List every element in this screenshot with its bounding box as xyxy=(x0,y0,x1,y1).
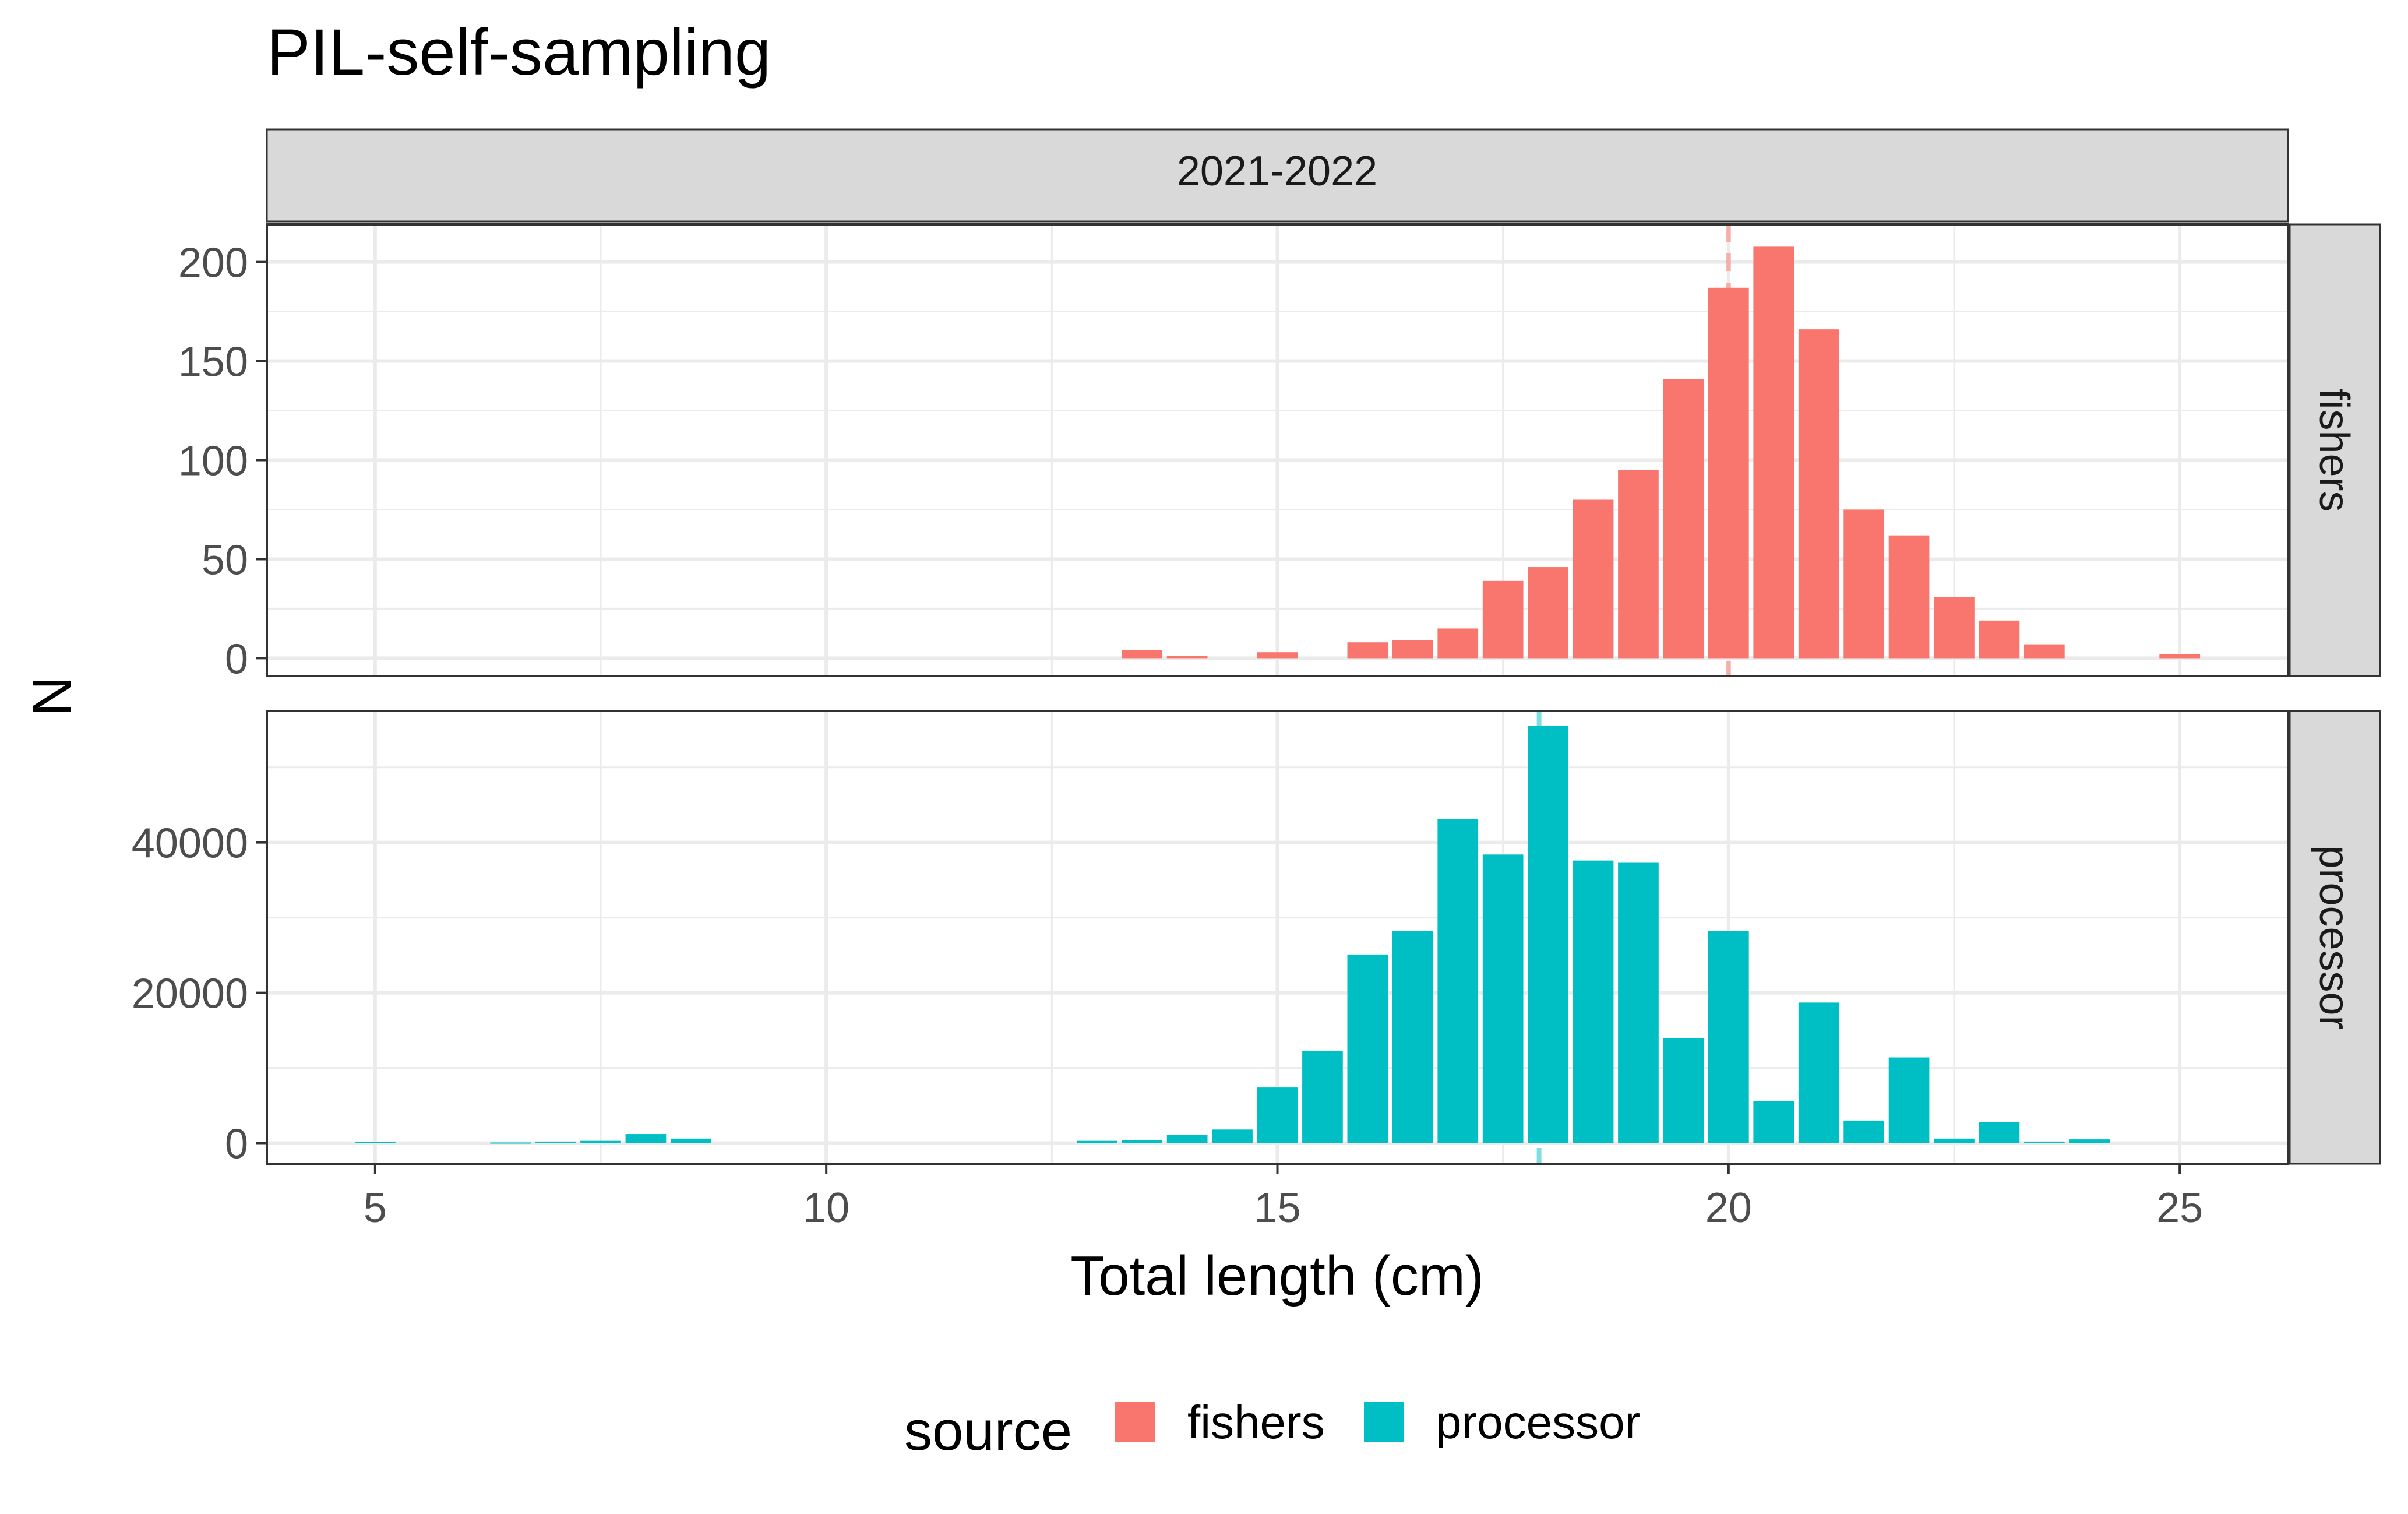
bar-processor xyxy=(1392,931,1433,1143)
legend-label-processor: processor xyxy=(1436,1396,1640,1448)
bar-fishers xyxy=(1122,650,1163,659)
bar-processor xyxy=(2024,1141,2065,1143)
bar-processor xyxy=(1843,1120,1884,1143)
bar-processor xyxy=(1076,1140,1117,1143)
x-tick-label: 15 xyxy=(1254,1185,1300,1231)
x-tick-label: 25 xyxy=(2156,1185,2203,1231)
facet-strip-row-label: fishers xyxy=(2311,388,2357,512)
bar-fishers xyxy=(1979,620,2020,659)
legend-key-fishers xyxy=(1115,1402,1155,1442)
bar-fishers xyxy=(1482,580,1524,659)
x-tick-label: 10 xyxy=(803,1185,849,1231)
legend-title: source xyxy=(904,1400,1072,1462)
bar-processor xyxy=(1166,1135,1208,1143)
y-tick-label: 150 xyxy=(178,339,248,386)
y-tick-label: 50 xyxy=(202,537,248,583)
bar-fishers xyxy=(1798,329,1839,659)
bar-fishers xyxy=(1753,246,1794,659)
bar-fishers xyxy=(2024,644,2065,659)
facet-strip-row xyxy=(2289,710,2381,1165)
bar-fishers xyxy=(1618,470,1659,659)
panel-fishers: 0 50 100 150 200 fishers xyxy=(178,223,2381,682)
x-tick-label: 20 xyxy=(1705,1185,1752,1231)
bar-processor xyxy=(1573,860,1614,1143)
y-tick-label: 100 xyxy=(178,438,248,484)
bar-fishers xyxy=(1888,535,1930,659)
y-tick-label: 0 xyxy=(225,636,248,682)
bar-processor xyxy=(2069,1139,2110,1143)
bar-processor xyxy=(1528,726,1568,1143)
bar-processor xyxy=(1798,1002,1839,1143)
chart-title: PIL-self-sampling xyxy=(267,16,771,89)
y-tick-label: 0 xyxy=(225,1121,248,1168)
bar-processor xyxy=(535,1141,576,1143)
bar-processor xyxy=(1753,1101,1794,1143)
y-tick-label: 20000 xyxy=(132,971,248,1017)
legend-label-fishers: fishers xyxy=(1187,1396,1325,1448)
bar-processor xyxy=(1437,819,1479,1143)
bar-processor xyxy=(625,1134,667,1143)
bar-processor xyxy=(671,1138,711,1143)
bar-processor xyxy=(1122,1140,1163,1143)
bar-fishers xyxy=(1663,379,1704,659)
facet-strip-row xyxy=(2289,223,2381,677)
bar-processor xyxy=(1934,1138,1975,1143)
bar-fishers xyxy=(1573,499,1614,659)
y-axis-title: N xyxy=(21,676,83,716)
bar-processor xyxy=(1708,931,1749,1143)
y-tick-label: 200 xyxy=(178,240,248,287)
x-axis-title: Total length (cm) xyxy=(1070,1245,1484,1307)
bar-fishers xyxy=(1528,567,1568,659)
bar-processor xyxy=(580,1140,621,1143)
bar-processor xyxy=(1212,1129,1253,1143)
bar-processor xyxy=(1302,1050,1343,1143)
panel-border xyxy=(266,223,2289,677)
x-axis: 5 10 15 20 25 xyxy=(364,1164,2203,1231)
bar-processor xyxy=(1663,1037,1704,1143)
bar-processor xyxy=(1979,1122,2020,1143)
facet-strip-row-label: processor xyxy=(2311,845,2357,1029)
bar-processor xyxy=(490,1142,531,1144)
facet-strip-column-label: 2021-2022 xyxy=(1177,148,1377,195)
bar-fishers xyxy=(1934,597,1975,659)
legend: source fishers processor xyxy=(904,1396,1640,1462)
bar-fishers xyxy=(1843,509,1884,659)
bar-fishers xyxy=(1392,640,1433,659)
bar-fishers xyxy=(1347,642,1388,659)
bar-processor xyxy=(1482,854,1524,1143)
bar-fishers xyxy=(1257,652,1298,659)
bar-processor xyxy=(354,1142,396,1143)
panel-processor: 0 20000 40000 processor xyxy=(132,710,2381,1168)
x-tick-label: 5 xyxy=(364,1185,387,1231)
bar-processor xyxy=(1347,954,1388,1143)
bar-fishers xyxy=(1166,656,1208,659)
bar-processor xyxy=(1888,1057,1930,1143)
bar-fishers xyxy=(1437,628,1479,659)
y-tick-label: 40000 xyxy=(132,821,248,867)
bar-processor xyxy=(1618,862,1659,1143)
bar-processor xyxy=(1257,1087,1298,1143)
legend-key-processor xyxy=(1364,1402,1404,1442)
bar-fishers xyxy=(2159,654,2201,659)
facet-strip-column xyxy=(266,128,2289,223)
